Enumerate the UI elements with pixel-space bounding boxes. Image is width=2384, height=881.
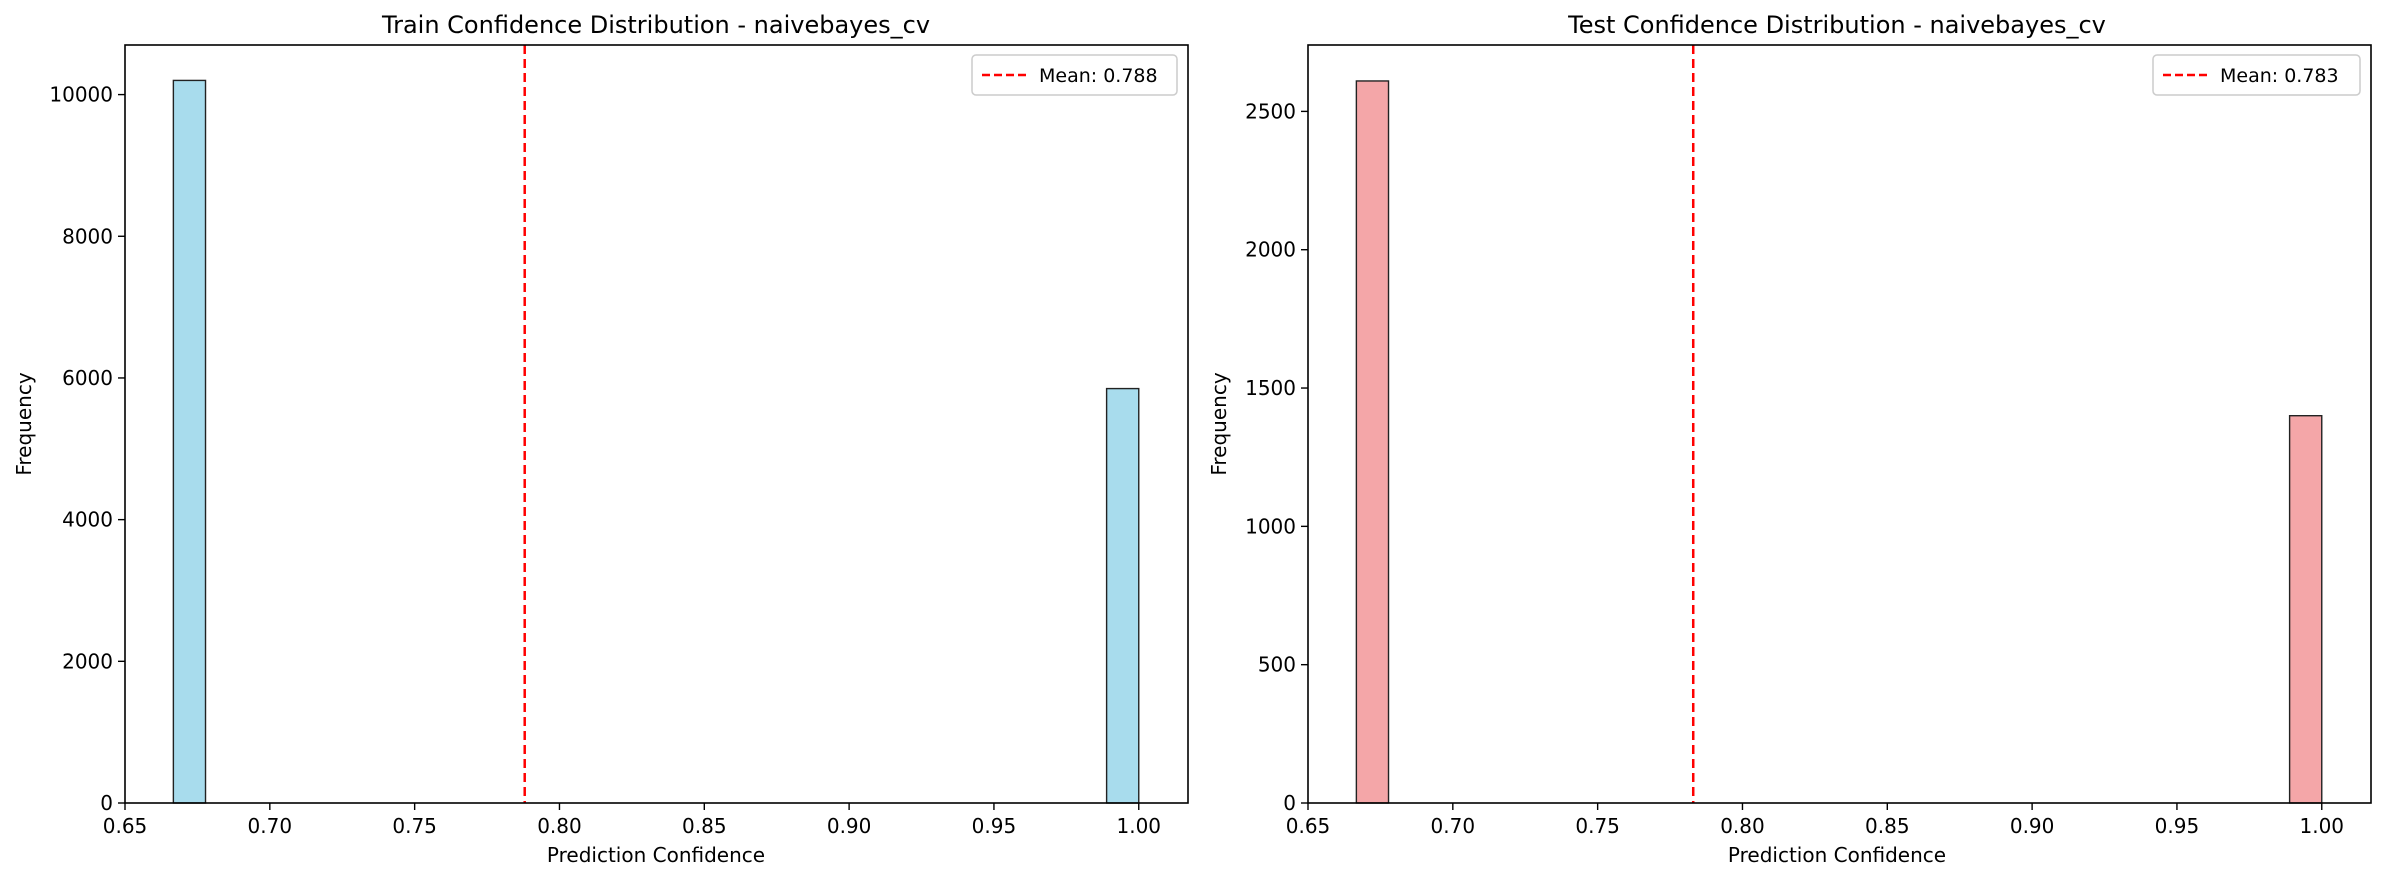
train-legend-box [971, 54, 1178, 96]
train-y-tick-label-4: 8000 [62, 224, 113, 248]
test-y-tick-label-1: 500 [1258, 653, 1296, 677]
test-x-axis-label: Prediction Confidence [1728, 843, 1946, 867]
train-x-tick-label-1: 0.70 [248, 814, 293, 838]
test-plot-frame [1307, 44, 2372, 804]
train-bar-0 [172, 79, 207, 804]
train-legend-label: Mean: 0.788 [1039, 65, 1158, 87]
train-x-tick-label-3: 0.80 [537, 814, 582, 838]
train-bars [172, 79, 1140, 804]
test-x-ticks: 0.65 0.70 0.75 0.80 0.85 0.90 0.95 1.00 [1286, 803, 2344, 838]
train-y-tick-label-5: 10000 [49, 83, 113, 107]
train-legend: Mean: 0.788 [971, 54, 1178, 96]
test-x-tick-label-4: 0.85 [1865, 814, 1910, 838]
test-x-tick-label-2: 0.75 [1575, 814, 1620, 838]
test-bar-0 [1355, 80, 1390, 804]
test-bars [1355, 80, 2323, 804]
test-legend: Mean: 0.783 [2152, 54, 2361, 96]
train-histogram-panel: Train Confidence Distribution - naivebay… [12, 11, 1189, 867]
train-x-ticks: 0.65 0.70 0.75 0.80 0.85 0.90 0.95 1.00 [103, 803, 1161, 838]
test-x-tick-label-1: 0.70 [1431, 814, 1476, 838]
test-legend-box [2152, 54, 2361, 96]
test-y-tick-label-3: 1500 [1245, 376, 1296, 400]
train-y-tick-label-2: 4000 [62, 508, 113, 532]
test-y-tick-label-0: 0 [1283, 791, 1296, 815]
test-x-tick-label-5: 0.90 [2010, 814, 2055, 838]
train-plot-frame [124, 44, 1189, 804]
test-y-tick-label-4: 2000 [1245, 238, 1296, 262]
test-y-axis-label: Frequency [1207, 372, 1231, 475]
train-y-tick-label-3: 6000 [62, 366, 113, 390]
test-legend-label: Mean: 0.783 [2220, 65, 2339, 87]
train-y-ticks: 0 2000 4000 6000 8000 10000 [49, 83, 125, 815]
train-y-axis-label: Frequency [12, 372, 36, 475]
train-x-tick-label-5: 0.90 [827, 814, 872, 838]
train-x-tick-label-6: 0.95 [972, 814, 1017, 838]
train-y-tick-label-1: 2000 [62, 649, 113, 673]
test-histogram-panel: Test Confidence Distribution - naivebaye… [1207, 11, 2372, 867]
test-x-tick-label-7: 1.00 [2299, 814, 2344, 838]
train-chart-title: Train Confidence Distribution - naivebay… [381, 11, 930, 39]
test-y-ticks: 0 500 1000 1500 2000 2500 [1245, 99, 1308, 815]
test-bar-1 [2288, 415, 2323, 804]
train-x-tick-label-4: 0.85 [682, 814, 727, 838]
train-x-axis-label: Prediction Confidence [547, 843, 765, 867]
test-x-tick-label-0: 0.65 [1286, 814, 1331, 838]
test-chart-title: Test Confidence Distribution - naivebaye… [1567, 11, 2106, 39]
train-x-tick-label-0: 0.65 [103, 814, 148, 838]
test-y-tick-label-5: 2500 [1245, 99, 1296, 123]
test-x-tick-label-3: 0.80 [1720, 814, 1765, 838]
train-x-tick-label-2: 0.75 [392, 814, 437, 838]
train-y-tick-label-0: 0 [100, 791, 113, 815]
test-y-tick-label-2: 1000 [1245, 514, 1296, 538]
train-bar-1 [1105, 387, 1140, 804]
test-x-tick-label-6: 0.95 [2155, 814, 2200, 838]
train-x-tick-label-7: 1.00 [1116, 814, 1161, 838]
